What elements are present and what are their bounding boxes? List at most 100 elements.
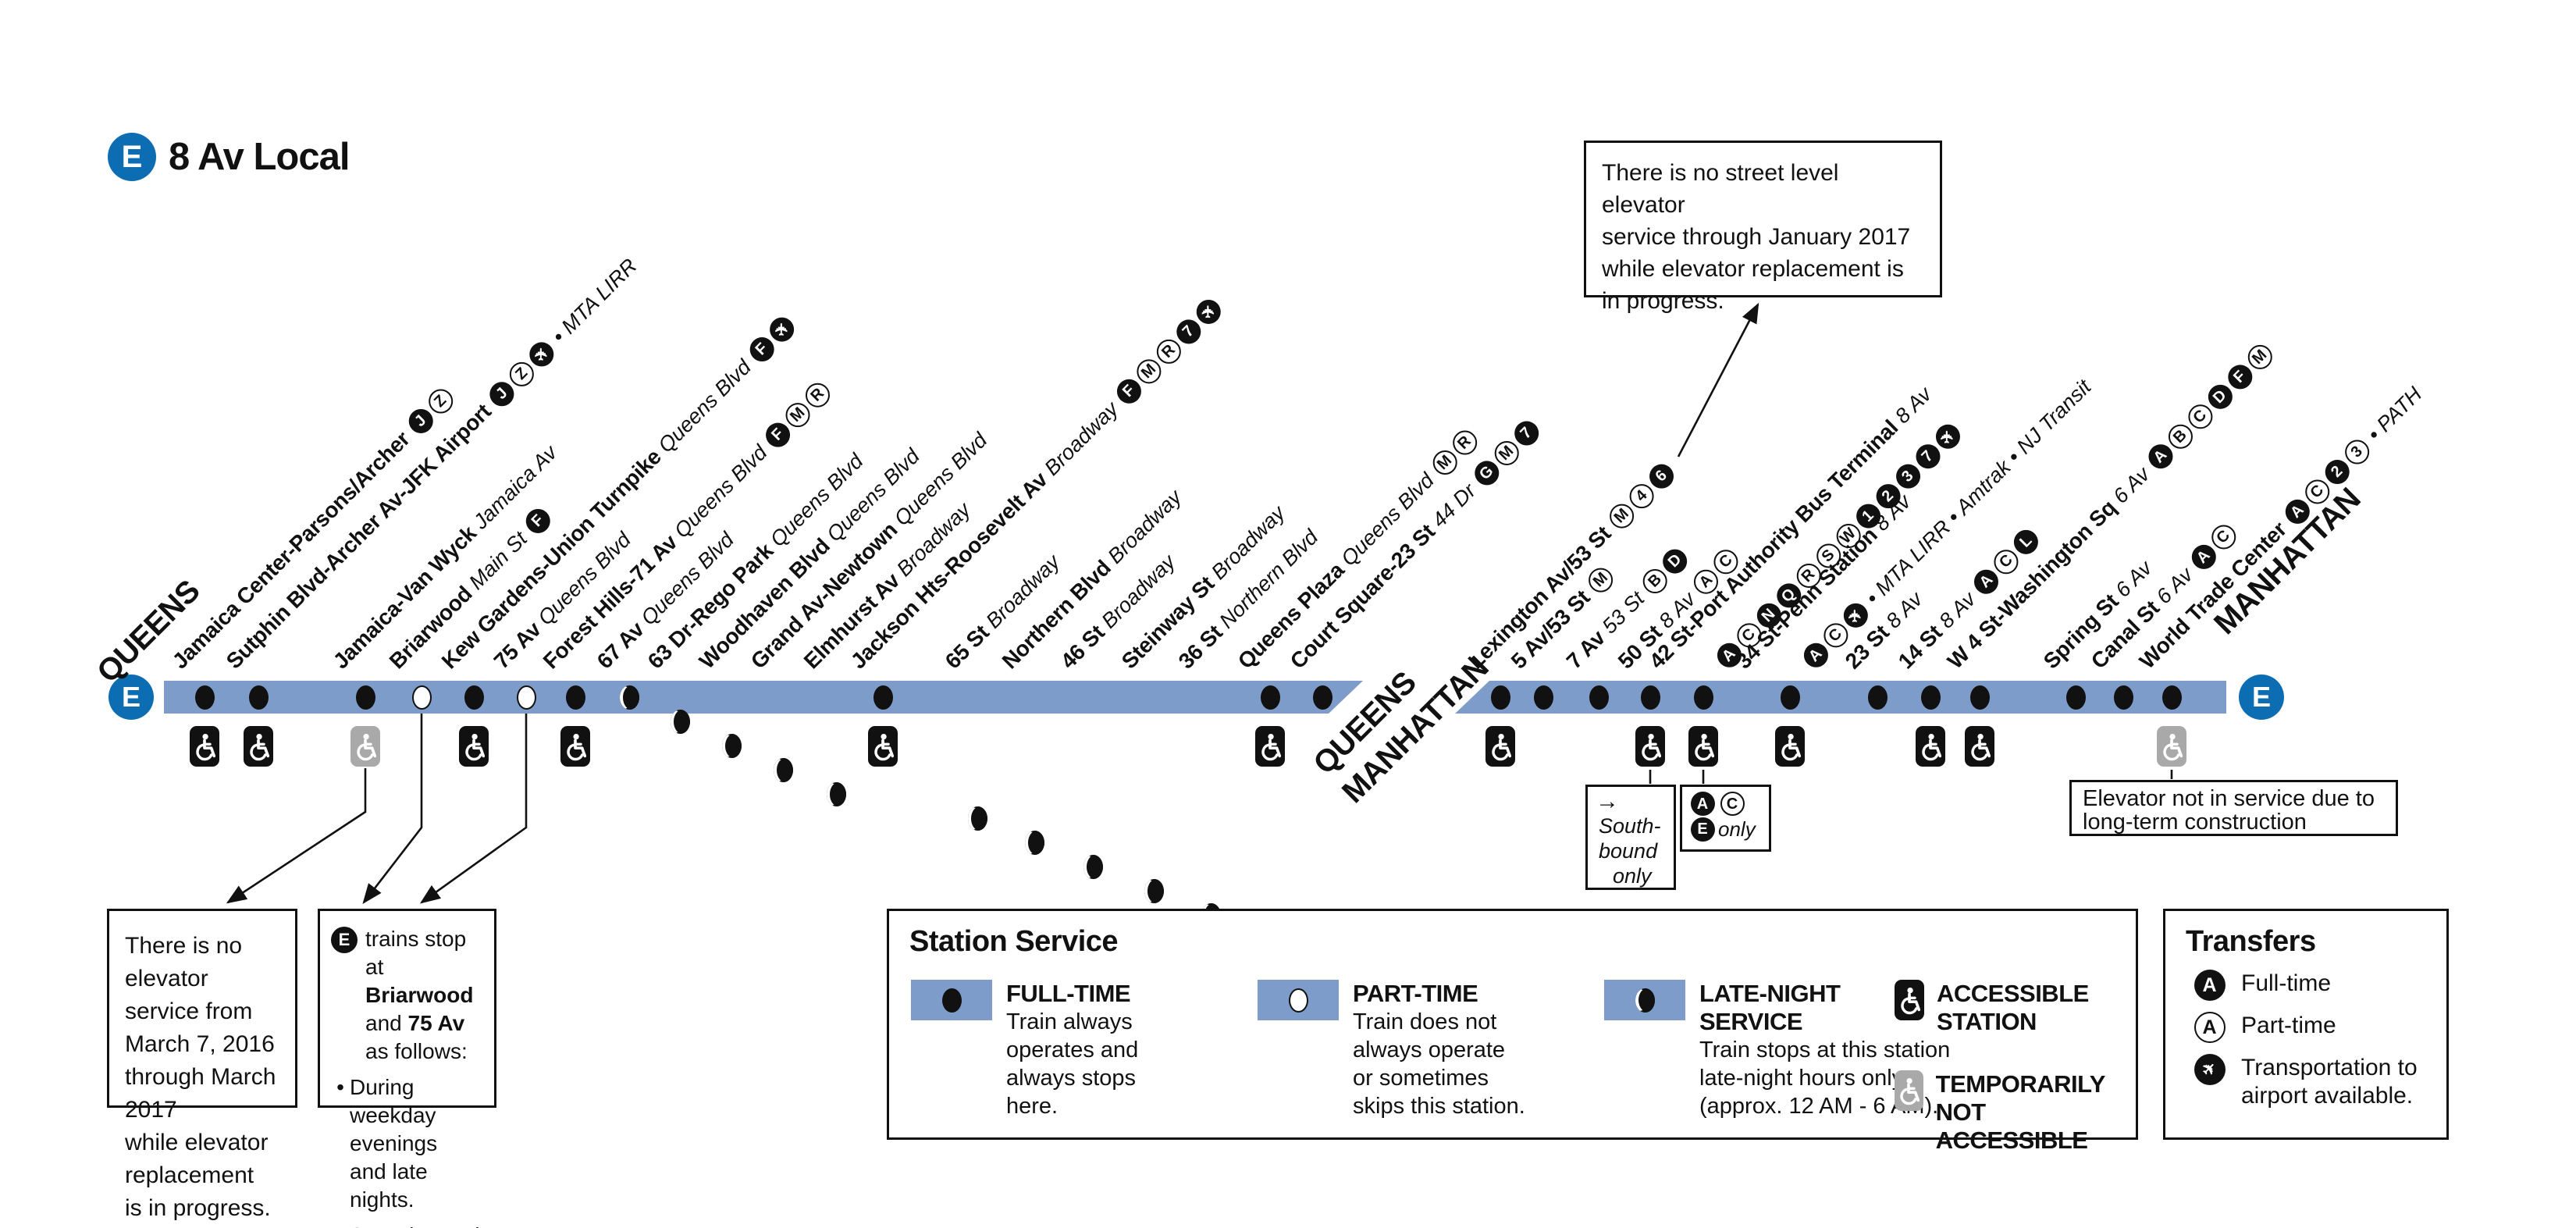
station-dot-full — [1589, 685, 1609, 710]
temporarily-not-accessible-icon — [350, 726, 380, 767]
route-e-bullet-icon: E — [108, 133, 156, 181]
airplane-icon: ✈ — [1938, 429, 1957, 444]
wheelchair-icon — [1695, 733, 1714, 761]
station-dot-full — [1490, 685, 1510, 710]
line-terminal-bullet-left: E — [109, 675, 154, 720]
station-dot-late — [773, 758, 793, 782]
airplane-icon: ✈ — [532, 347, 551, 361]
wheelchair-icon — [567, 733, 586, 761]
station-dot-full — [2161, 685, 2182, 710]
wheelchair-icon — [1922, 733, 1941, 761]
wheelchair-icon — [1900, 1077, 1920, 1105]
legend-swatch — [1258, 980, 1339, 1020]
station-dot-full — [2065, 685, 2086, 710]
wheelchair-icon — [874, 733, 894, 761]
accessible-station-icon — [459, 726, 489, 767]
wheelchair-icon — [1642, 733, 1661, 761]
wheelchair-icon — [2163, 733, 2183, 761]
ace-only-text: only — [1718, 817, 1756, 841]
station-dot-full — [1640, 685, 1660, 710]
callout-no-elevator: There is no elevator service from March 7… — [107, 909, 297, 1221]
station-dot-late — [1024, 831, 1044, 855]
station-dot-full — [355, 685, 375, 710]
airplane-icon: ✈ — [1199, 304, 1218, 319]
accessible-station-icon — [1895, 980, 1924, 1020]
transfer-item: ✈ Transportation to airport available. — [2192, 1054, 2446, 1110]
legend-dot-late — [1635, 988, 1655, 1013]
station-dot-late — [1083, 855, 1103, 879]
accessible-station-icon — [560, 726, 590, 767]
southbound-arrow-icon: → — [1596, 788, 1619, 814]
station-dot-late — [826, 782, 846, 806]
station-dot-full — [194, 685, 215, 710]
route-line-manhattan — [1455, 681, 2226, 714]
wheelchair-icon — [357, 733, 376, 761]
legend-item-late: LATE-NIGHT SERVICE Train stops at this sta… — [1604, 980, 1950, 1120]
station-dot-full — [1693, 685, 1713, 710]
accessible-station-icon — [1916, 726, 1945, 767]
transfer-item: A Full-time — [2192, 970, 2446, 1001]
station-dot-full — [248, 685, 269, 710]
legend-title: Station Service — [909, 925, 1119, 958]
temporarily-not-accessible-icon — [2157, 726, 2186, 767]
accessible-station-icon — [1485, 726, 1515, 767]
wheelchair-icon — [1492, 733, 1511, 761]
accessible-station-icon — [1775, 726, 1805, 767]
legend-swatch — [1604, 980, 1685, 1020]
wheelchair-icon — [1261, 733, 1281, 761]
route-bullet-A-icon: A — [2194, 970, 2226, 1001]
station-dot-late — [967, 806, 987, 831]
route-bullet-E-icon: E — [1690, 817, 1715, 842]
accessible-station-icon — [1635, 726, 1665, 767]
legend-item-part: PART-TIME Train does not always operate or … — [1258, 980, 1525, 1120]
station-dot-part — [411, 685, 432, 710]
route-bullet-airport-icon: ✈ — [2194, 1054, 2226, 1085]
line-terminal-bullet-right: E — [2239, 675, 2284, 720]
callout-elevator-construction: Elevator not in service due to long-term … — [2069, 780, 2398, 836]
route-bullet-C-icon: C — [1720, 792, 1745, 816]
callout-street-elevator: There is no street level elevator service… — [1584, 141, 1942, 314]
route-title-text: 8 Av Local — [169, 136, 350, 178]
wheelchair-icon — [250, 733, 269, 761]
callout-southbound-only: → South-bound only — [1585, 785, 1676, 890]
station-dot-part — [516, 685, 536, 710]
legend-dot-full — [941, 988, 962, 1013]
station-dot-late — [1144, 879, 1164, 903]
station-dot-full — [2113, 685, 2133, 710]
station-dot-full — [1867, 685, 1888, 710]
stations-layer: Jamaica Center-Parsons/Archer J Z Sutphin B… — [0, 0, 2576, 927]
station-dot-full — [1533, 685, 1553, 710]
route-e-bullet-icon: E — [331, 927, 358, 953]
accessible-station-icon — [190, 726, 219, 767]
station-dot-late — [619, 685, 639, 710]
wheelchair-icon — [465, 733, 485, 761]
station-dot-late — [721, 734, 742, 758]
accessible-station-icon — [1965, 726, 1994, 767]
station-dot-full — [464, 685, 484, 710]
wheelchair-icon — [1971, 733, 1991, 761]
legend-swatch — [911, 980, 992, 1020]
airplane-icon: ✈ — [2197, 1058, 2221, 1081]
legend-item-accessibility: ACCESSIBLE STATION TEMPORARILY NOT ACCESSIB… — [1895, 980, 2136, 1175]
route-bullet-A-icon: A — [1690, 792, 1715, 816]
station-dot-full — [1312, 685, 1332, 710]
wheelchair-icon — [196, 733, 215, 761]
accessible-station-icon — [868, 726, 898, 767]
airplane-icon: ✈ — [772, 322, 791, 336]
airplane-icon: ✈ — [1846, 608, 1865, 623]
legend-item-full: FULL-TIME Train always operates and always … — [911, 980, 1138, 1120]
page-title: E 8 Av Local — [108, 133, 350, 181]
route-bullet-A-icon: A — [2194, 1012, 2226, 1043]
station-dot-full — [1260, 685, 1280, 710]
legend-dot-part — [1288, 988, 1308, 1013]
station-dot-full — [1780, 685, 1800, 710]
temporarily-not-accessible-icon — [1895, 1070, 1923, 1111]
station-dot-full — [1969, 685, 1990, 710]
station-dot-full — [565, 685, 585, 710]
wheelchair-icon — [1901, 987, 1920, 1015]
transfers-legend: Transfers A Full-time A Part-time ✈ Transport… — [2163, 909, 2449, 1140]
